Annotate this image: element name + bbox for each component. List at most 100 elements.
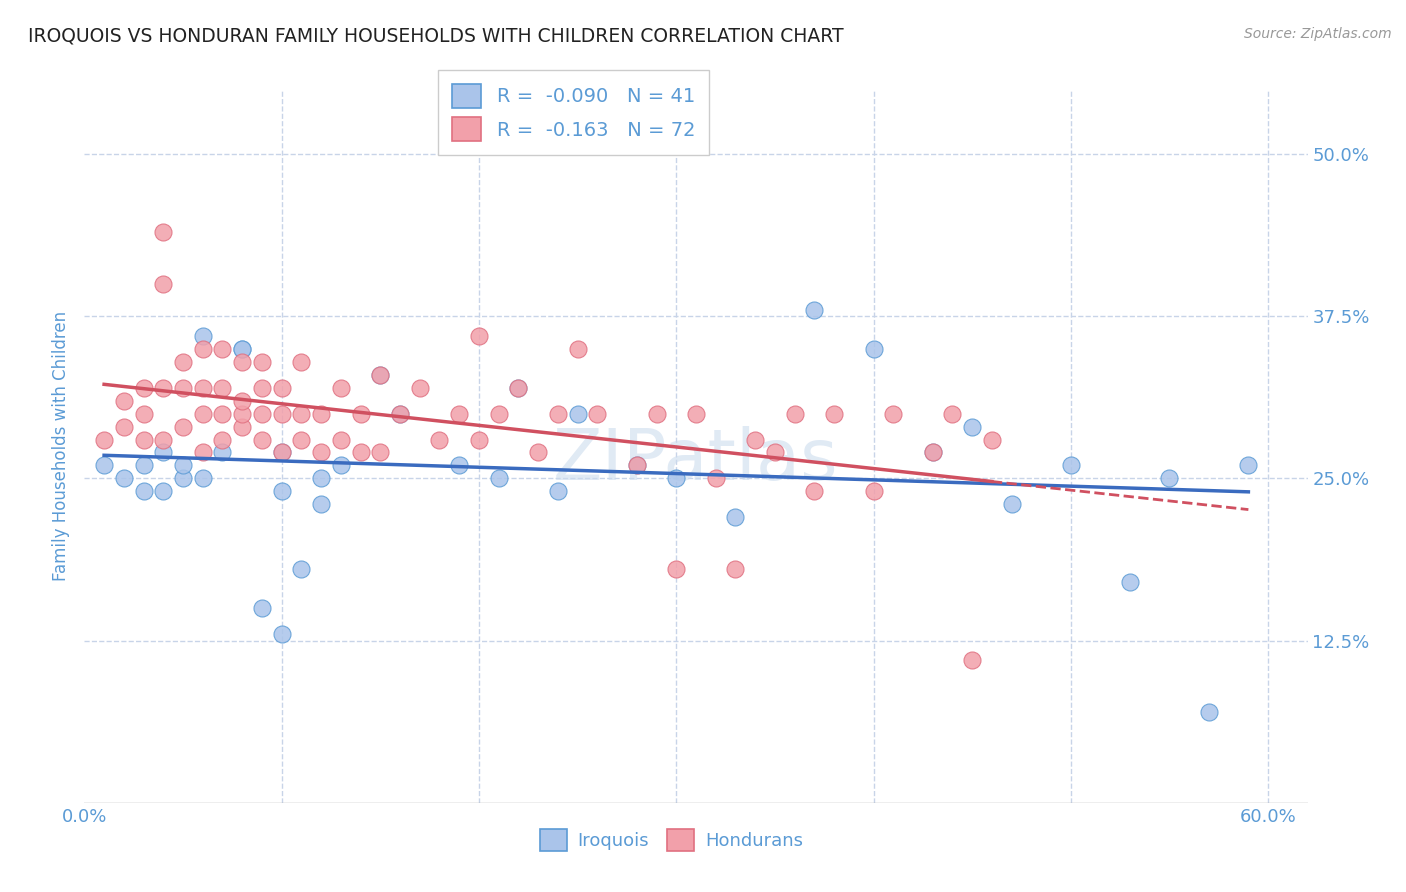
Point: [132, 433, 155, 447]
Point: [329, 381, 352, 395]
Point: [231, 354, 253, 368]
Point: [449, 407, 471, 421]
Point: [368, 368, 391, 382]
Point: [191, 381, 214, 395]
Point: [309, 445, 332, 459]
Point: [1198, 705, 1220, 719]
Point: [1159, 471, 1181, 485]
Point: [132, 484, 155, 499]
Point: [172, 381, 194, 395]
Text: ZIPatlas: ZIPatlas: [553, 425, 839, 495]
Point: [211, 433, 233, 447]
Point: [468, 433, 491, 447]
Point: [368, 368, 391, 382]
Point: [921, 445, 943, 459]
Point: [626, 458, 648, 473]
Point: [290, 407, 312, 421]
Point: [960, 653, 983, 667]
Point: [429, 433, 451, 447]
Point: [1001, 497, 1024, 511]
Point: [270, 445, 292, 459]
Point: [1060, 458, 1083, 473]
Point: [508, 381, 530, 395]
Text: IROQUOIS VS HONDURAN FAMILY HOUSEHOLDS WITH CHILDREN CORRELATION CHART: IROQUOIS VS HONDURAN FAMILY HOUSEHOLDS W…: [28, 27, 844, 45]
Point: [270, 484, 292, 499]
Point: [862, 342, 884, 356]
Point: [250, 354, 273, 368]
Point: [211, 381, 233, 395]
Point: [191, 342, 214, 356]
Point: [112, 393, 135, 408]
Point: [329, 458, 352, 473]
Point: [290, 433, 312, 447]
Point: [270, 445, 292, 459]
Y-axis label: Family Households with Children: Family Households with Children: [52, 311, 70, 581]
Point: [152, 225, 174, 239]
Point: [172, 471, 194, 485]
Point: [862, 484, 884, 499]
Point: [488, 407, 510, 421]
Point: [231, 342, 253, 356]
Point: [409, 381, 432, 395]
Point: [152, 381, 174, 395]
Point: [172, 458, 194, 473]
Point: [231, 393, 253, 408]
Point: [567, 342, 589, 356]
Point: [290, 562, 312, 576]
Point: [665, 471, 688, 485]
Point: [882, 407, 904, 421]
Legend: Iroquois, Hondurans: Iroquois, Hondurans: [533, 822, 810, 858]
Point: [626, 458, 648, 473]
Point: [349, 407, 371, 421]
Point: [941, 407, 963, 421]
Point: [250, 381, 273, 395]
Point: [763, 445, 786, 459]
Point: [980, 433, 1002, 447]
Point: [567, 407, 589, 421]
Point: [132, 381, 155, 395]
Point: [586, 407, 609, 421]
Point: [231, 407, 253, 421]
Point: [152, 484, 174, 499]
Point: [665, 562, 688, 576]
Point: [724, 510, 747, 524]
Point: [309, 497, 332, 511]
Point: [449, 458, 471, 473]
Point: [309, 471, 332, 485]
Point: [547, 407, 569, 421]
Point: [250, 407, 273, 421]
Point: [132, 407, 155, 421]
Point: [685, 407, 707, 421]
Point: [112, 471, 135, 485]
Point: [132, 458, 155, 473]
Point: [152, 433, 174, 447]
Point: [93, 433, 115, 447]
Point: [191, 328, 214, 343]
Point: [93, 458, 115, 473]
Point: [231, 342, 253, 356]
Point: [191, 445, 214, 459]
Point: [211, 445, 233, 459]
Point: [211, 342, 233, 356]
Point: [172, 419, 194, 434]
Point: [250, 601, 273, 615]
Point: [152, 445, 174, 459]
Point: [823, 407, 845, 421]
Point: [1237, 458, 1260, 473]
Point: [645, 407, 668, 421]
Point: [389, 407, 412, 421]
Point: [270, 381, 292, 395]
Point: [803, 484, 825, 499]
Point: [724, 562, 747, 576]
Point: [783, 407, 806, 421]
Point: [468, 328, 491, 343]
Point: [231, 419, 253, 434]
Point: [368, 445, 391, 459]
Point: [527, 445, 550, 459]
Point: [960, 419, 983, 434]
Point: [547, 484, 569, 499]
Point: [508, 381, 530, 395]
Point: [488, 471, 510, 485]
Point: [329, 433, 352, 447]
Point: [349, 445, 371, 459]
